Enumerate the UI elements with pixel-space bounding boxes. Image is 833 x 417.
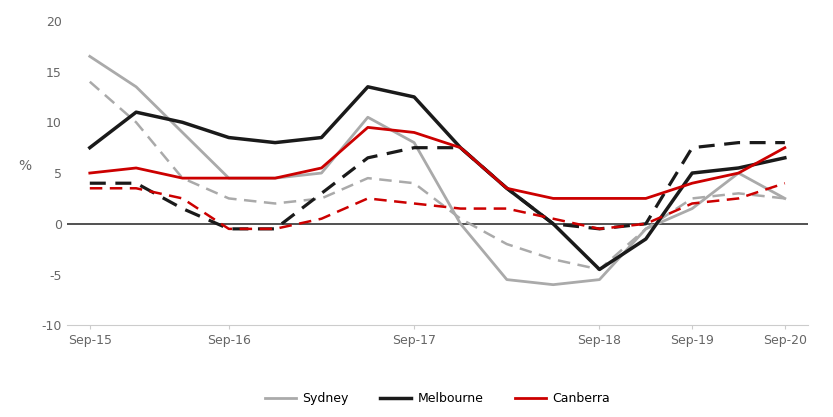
Legend: Sydney, Melbourne, Canberra: Sydney, Melbourne, Canberra [260, 387, 615, 410]
Y-axis label: %: % [18, 159, 32, 173]
